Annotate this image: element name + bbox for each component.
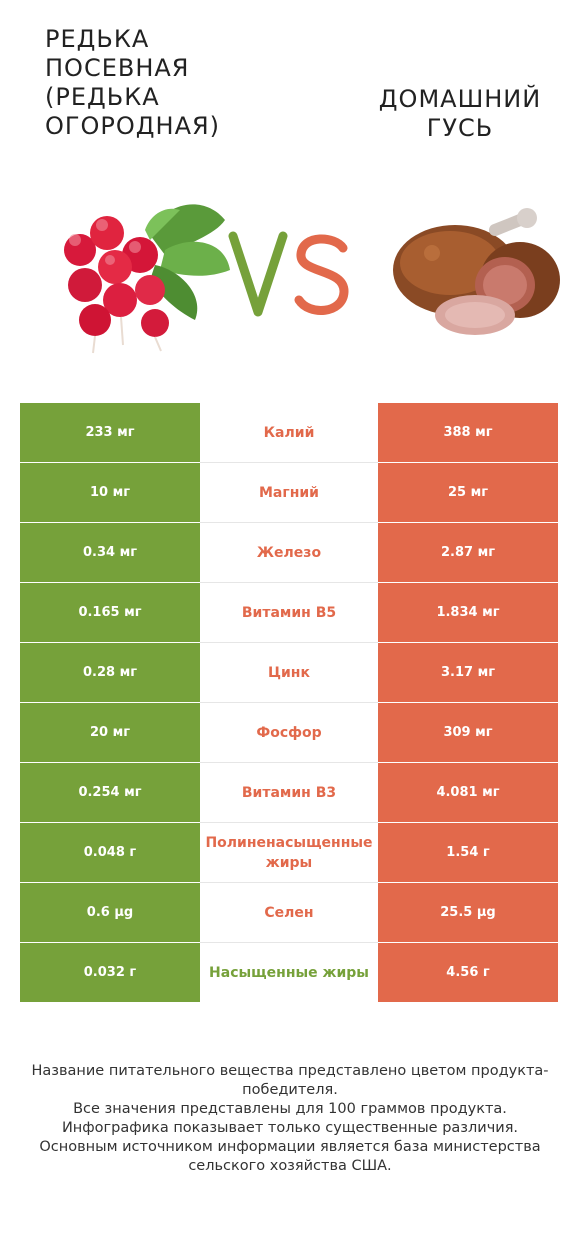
- nutrient-name: Фосфор: [256, 724, 322, 741]
- left-value: 233 мг: [20, 403, 200, 462]
- vs-s: [294, 234, 349, 315]
- table-row: 20 мг Фосфор 309 мг: [20, 703, 558, 763]
- right-value: 1.834 мг: [378, 583, 558, 642]
- left-value: 0.032 г: [20, 943, 200, 1002]
- comparison-table: 233 мг Калий 388 мг 10 мг Магний 25 мг 0.34 мг…: [20, 403, 558, 1003]
- right-value: 4.081 мг: [378, 763, 558, 822]
- footnotes: Название питательного вещества представл…: [20, 1062, 560, 1176]
- right-value: 309 мг: [378, 703, 558, 762]
- left-value: 0.254 мг: [20, 763, 200, 822]
- table-row: 0.6 µg Селен 25.5 µg: [20, 883, 558, 943]
- table-row: 0.28 мг Цинк 3.17 мг: [20, 643, 558, 703]
- left-value: 0.165 мг: [20, 583, 200, 642]
- right-value: 3.17 мг: [378, 643, 558, 702]
- right-value: 4.56 г: [378, 943, 558, 1002]
- table-row: 0.048 г Полиненасыщенные жиры 1.54 г: [20, 823, 558, 883]
- goose-meat-image: [393, 208, 560, 335]
- nutrient-name: Витамин B3: [241, 784, 337, 801]
- vs-label: [228, 231, 349, 317]
- left-value: 20 мг: [20, 703, 200, 762]
- right-value: 1.54 г: [378, 823, 558, 882]
- radish-roots: [64, 216, 169, 354]
- table-row: 0.032 г Насыщенные жиры 4.56 г: [20, 943, 558, 1003]
- left-food-title: Редька посевная (Редька огородная): [45, 25, 221, 140]
- footnote: Название питательного вещества представл…: [31, 1063, 549, 1098]
- nutrient-name: Железо: [256, 544, 322, 561]
- table-row: 233 мг Калий 388 мг: [20, 403, 558, 463]
- footnote: Все значения представлены для 100 граммо…: [73, 1101, 507, 1117]
- table-row: 0.254 мг Витамин B3 4.081 мг: [20, 763, 558, 823]
- left-value: 10 мг: [20, 463, 200, 522]
- radish-leaves: [145, 204, 230, 320]
- vs-v: [228, 231, 288, 317]
- nutrient-name: Селен: [264, 904, 314, 921]
- right-value: 25 мг: [378, 463, 558, 522]
- right-value: 25.5 µg: [378, 883, 558, 942]
- nutrient-name: Полиненасыщенные жиры: [205, 834, 373, 871]
- footnote: Инфографика показывает только существенн…: [61, 1120, 519, 1136]
- nutrient-name: Магний: [259, 484, 319, 501]
- table-row: 0.165 мг Витамин B5 1.834 мг: [20, 583, 558, 643]
- table-row: 10 мг Магний 25 мг: [20, 463, 558, 523]
- left-value: 0.6 µg: [20, 883, 200, 942]
- left-value: 0.28 мг: [20, 643, 200, 702]
- footnote: Основным источником информации является …: [39, 1139, 541, 1174]
- radish-image: [64, 204, 230, 354]
- nutrient-name: Витамин B5: [241, 604, 337, 621]
- right-value: 388 мг: [378, 403, 558, 462]
- left-value: 0.048 г: [20, 823, 200, 882]
- left-value: 0.34 мг: [20, 523, 200, 582]
- nutrient-name: Цинк: [268, 664, 310, 681]
- right-food-title: Домашний гусь: [378, 85, 542, 142]
- goose-meat: [393, 208, 560, 335]
- right-value: 2.87 мг: [378, 523, 558, 582]
- nutrient-name: Калий: [263, 424, 315, 441]
- table-row: 0.34 мг Железо 2.87 мг: [20, 523, 558, 583]
- nutrient-name: Насыщенные жиры: [209, 964, 369, 981]
